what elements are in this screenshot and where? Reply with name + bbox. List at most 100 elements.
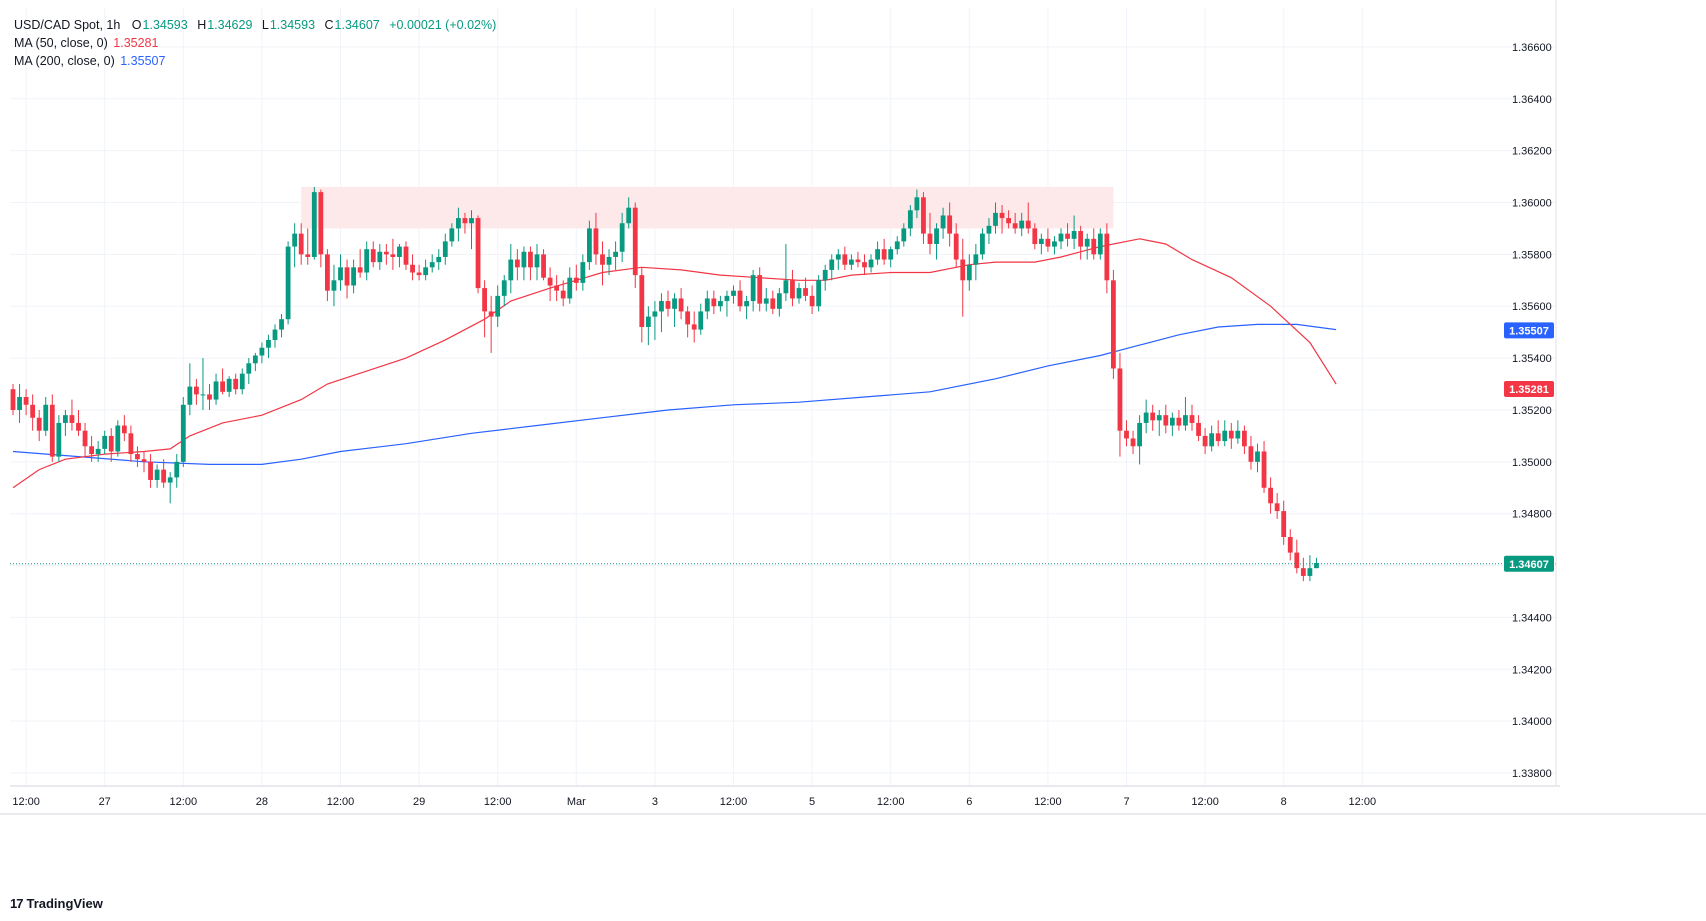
candle: [298, 223, 304, 265]
candle: [292, 223, 298, 268]
y-tick-label: 1.36400: [1512, 94, 1552, 106]
y-tick-label: 1.35600: [1512, 301, 1552, 313]
candle-body: [1228, 430, 1234, 439]
candle: [423, 259, 429, 281]
candle: [927, 212, 933, 255]
candle-body: [803, 288, 808, 296]
candle: [704, 290, 710, 320]
candle-body: [252, 355, 258, 364]
candle-body: [403, 246, 409, 265]
candle-body: [49, 404, 55, 457]
candle-body: [1169, 417, 1175, 426]
candle: [1117, 352, 1123, 457]
candle: [416, 264, 422, 281]
ma50-row[interactable]: MA (50, close, 0) 1.35281: [14, 34, 496, 52]
candle: [645, 306, 651, 346]
candle-body: [1176, 417, 1182, 426]
candle-body: [1189, 415, 1195, 423]
y-tick-label: 1.34200: [1512, 664, 1552, 676]
candle-body: [560, 290, 566, 299]
candle: [1052, 236, 1057, 255]
candle: [796, 282, 802, 304]
candle: [1006, 210, 1011, 229]
candle: [475, 215, 481, 294]
candle: [593, 212, 599, 265]
candle: [619, 212, 625, 263]
candle: [383, 243, 389, 265]
candle-body: [829, 259, 835, 270]
candle: [626, 197, 632, 229]
candle-body: [744, 301, 749, 307]
candle: [226, 376, 232, 397]
candle: [213, 373, 219, 405]
candle-body: [659, 301, 664, 312]
candle-body: [63, 415, 68, 423]
candle: [49, 394, 55, 462]
candle: [1111, 269, 1116, 379]
candle: [442, 233, 448, 265]
candle-body: [338, 267, 343, 281]
candle-body: [95, 448, 101, 455]
candle-body: [593, 228, 599, 255]
candle-body: [1274, 503, 1280, 512]
candle-body: [226, 378, 232, 392]
y-tick-label: 1.35000: [1512, 457, 1552, 469]
candle-body: [1294, 552, 1300, 569]
ohlc-row: USD/CAD Spot, 1h O1.34593 H1.34629 L1.34…: [14, 16, 496, 34]
candle-body: [514, 259, 520, 268]
candle: [600, 241, 605, 286]
candle-body: [672, 298, 677, 309]
candle-body: [442, 241, 448, 257]
candle-body: [1071, 231, 1077, 239]
candle-body: [351, 267, 356, 286]
candle: [875, 241, 880, 265]
candle: [829, 254, 835, 281]
candle-body: [1215, 433, 1221, 442]
candle-body: [580, 262, 586, 283]
candle-body: [462, 218, 468, 224]
y-tick-label: 1.35200: [1512, 405, 1552, 417]
high-label: H: [197, 18, 207, 32]
candle-body: [377, 251, 383, 263]
candle-body: [724, 295, 730, 302]
candle-body: [167, 477, 173, 483]
candle: [1137, 415, 1142, 465]
candle-body: [501, 280, 507, 296]
close-label: C: [324, 18, 334, 32]
candle: [167, 472, 173, 504]
tradingview-logo-text: TradingView: [26, 896, 103, 911]
candle: [1143, 399, 1149, 434]
candle: [613, 241, 618, 270]
candle: [560, 280, 566, 307]
ma200-label: MA (200, close, 0): [14, 54, 115, 68]
tradingview-logo[interactable]: 17 TradingView: [10, 896, 103, 911]
candle: [587, 220, 592, 270]
candle-body: [691, 324, 697, 330]
candle: [154, 464, 160, 488]
candle: [207, 384, 212, 410]
y-tick-label: 1.36200: [1512, 146, 1552, 158]
candle-body: [449, 228, 455, 242]
candle-body: [1281, 511, 1287, 538]
candle: [30, 394, 36, 431]
candle: [180, 397, 186, 468]
candle: [436, 249, 442, 270]
candle-body: [921, 197, 926, 234]
candle: [947, 202, 953, 247]
candle-body: [23, 397, 29, 405]
candle-body: [1058, 233, 1064, 242]
candle: [1104, 223, 1110, 294]
candle-body: [888, 249, 894, 260]
y-tick-label: 1.34800: [1512, 509, 1552, 521]
candle: [377, 243, 383, 270]
candle: [986, 218, 992, 244]
candle: [881, 238, 887, 265]
x-tick-label: 12:00: [720, 796, 748, 808]
ma200-row[interactable]: MA (200, close, 0) 1.35507: [14, 52, 496, 70]
candle-body: [1097, 233, 1103, 255]
candle-body: [842, 254, 848, 265]
x-tick-label: 12:00: [1034, 796, 1062, 808]
candle-body: [783, 280, 789, 294]
candle: [141, 451, 147, 473]
